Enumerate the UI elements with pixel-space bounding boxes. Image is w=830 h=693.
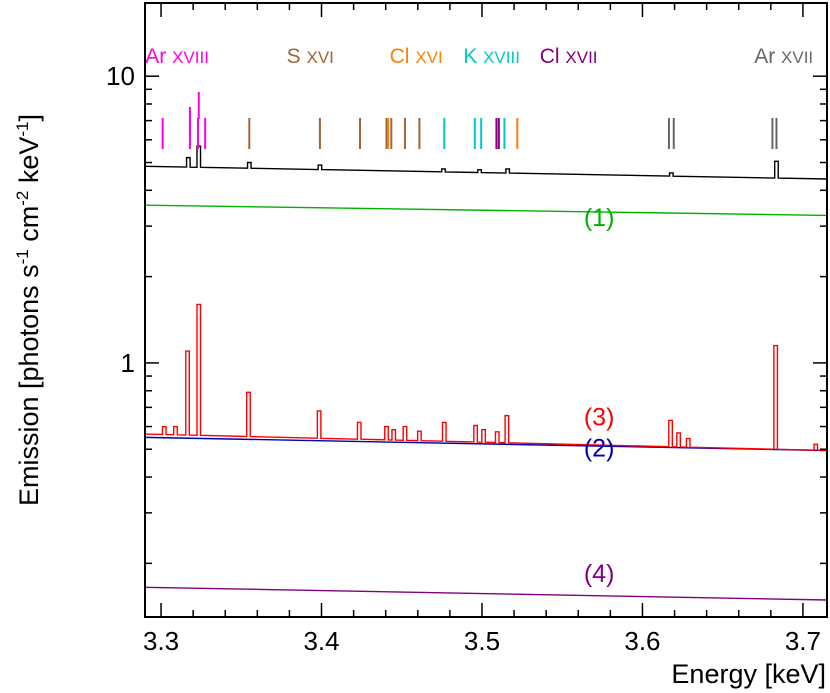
curve-label-3: (3)	[584, 403, 615, 431]
y-axis-title-superscript: -1	[13, 249, 32, 264]
y-axis-title-text: Emission [photons s	[14, 264, 44, 506]
x-tick-label: 3.7	[785, 626, 821, 656]
y-axis-title-superscript: -2	[13, 191, 32, 206]
ion-label-cl-xvi: Cl XVI	[390, 45, 443, 68]
ion-label-cl-xvii: Cl XVII	[540, 45, 598, 68]
series-4-line	[145, 586, 827, 601]
ion-element-text: Cl	[540, 45, 566, 68]
x-tick-label: 3.6	[624, 626, 660, 656]
axes: 3.3 3.4 3.5 3.6 3.7 1 10 Energy [keV] Emission […	[13, 2, 828, 689]
x-axis-title: Energy [keV]	[671, 659, 826, 689]
curve-labels: (1) (3) (2) (4)	[584, 204, 615, 588]
series-3-line	[145, 303, 827, 452]
y-tick-label: 10	[106, 61, 135, 91]
ion-stage-text: XVII	[565, 48, 597, 67]
x-tick-label: 3.4	[303, 626, 339, 656]
ion-label-ar-xviii: Ar XVIII	[145, 45, 209, 68]
plot-area	[145, 145, 827, 601]
ion-stage-text: XVIII	[483, 48, 520, 67]
ion-stage-text: XVI	[415, 48, 442, 67]
ion-labels: Ar XVIII S XVI Cl XVI K XVIII Cl XVII Ar XVII	[145, 45, 813, 68]
line-markers	[161, 92, 778, 149]
series-1-line	[145, 204, 827, 217]
curve-label-2: (2)	[584, 434, 615, 462]
ion-element-text: S	[287, 45, 307, 68]
y-axis-title-text: keV	[14, 137, 44, 191]
y-axis-title-superscript: -1	[13, 121, 32, 136]
plot-frame	[144, 2, 828, 618]
curve-label-4: (4)	[584, 560, 615, 588]
ion-element-text: K	[463, 45, 483, 68]
y-axis-title-text: cm	[14, 206, 44, 250]
y-tick-label: 1	[121, 348, 135, 378]
ion-label-k-xviii: K XVIII	[463, 45, 520, 68]
curve-label-1: (1)	[584, 204, 615, 232]
ion-stage-text: XVI	[307, 48, 334, 67]
ion-stage-text: XVIII	[172, 48, 209, 67]
ion-element-text: Cl	[390, 45, 416, 68]
series-total-line	[145, 145, 827, 180]
x-tick-label: 3.5	[464, 626, 500, 656]
ion-stage-text: XVII	[781, 48, 813, 67]
ion-element-text: Ar	[754, 45, 781, 68]
y-axis-title-text: ]	[14, 114, 44, 122]
y-axis-title: Emission [photons s-1 cm-2 keV-1]	[13, 114, 44, 506]
ion-label-ar-xvii: Ar XVII	[754, 45, 813, 68]
ion-element-text: Ar	[145, 45, 172, 68]
x-tick-label: 3.3	[143, 626, 179, 656]
ion-label-s-xvi: S XVI	[287, 45, 334, 68]
